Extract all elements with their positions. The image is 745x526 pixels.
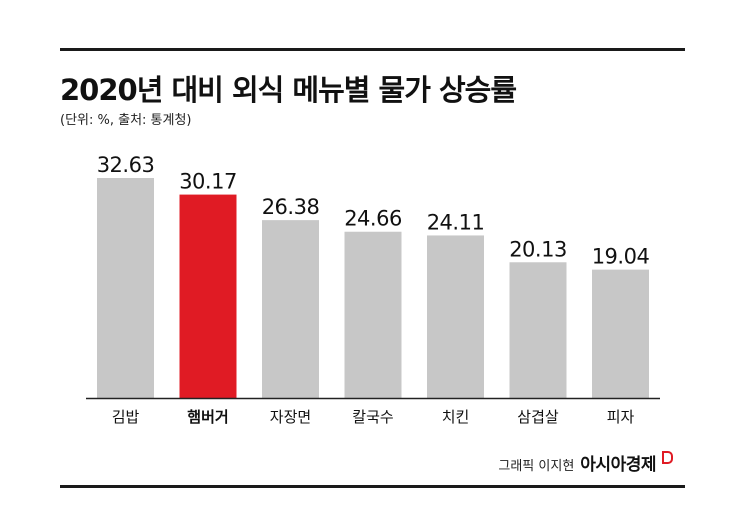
- category-label-1: 햄버거: [187, 408, 228, 426]
- bar-5: [509, 262, 567, 398]
- chart-subtitle: (단위: %, 출처: 통계청): [60, 113, 192, 128]
- value-label-3: 24.66: [344, 207, 402, 231]
- bar-2: [262, 220, 319, 398]
- value-label-4: 24.11: [427, 210, 485, 234]
- bar-chart: 32.63 김밥 30.17 햄버거 26.38 자장면 24.66 칼국수 24.11 치킨 20…: [86, 153, 660, 426]
- value-label-6: 19.04: [592, 245, 650, 269]
- graphic-credit: 그래픽 이지현: [498, 459, 575, 474]
- value-label-1: 30.17: [179, 170, 237, 194]
- bar-3: [344, 231, 402, 398]
- category-label-6: 피자: [607, 408, 635, 426]
- bar-4: [427, 235, 484, 398]
- credit: 그래픽 이지현 아시아경제: [498, 450, 673, 475]
- category-label-0: 김밥: [112, 408, 140, 426]
- value-label-5: 20.13: [509, 237, 567, 261]
- logo-mark-icon: [662, 451, 673, 464]
- value-label-2: 26.38: [262, 195, 320, 219]
- category-label-3: 칼국수: [352, 408, 393, 426]
- bar-0: [97, 178, 154, 398]
- category-label-4: 치킨: [442, 408, 470, 426]
- value-label-0: 32.63: [97, 153, 155, 177]
- chart-frame: 2020년 대비 외식 메뉴별 물가 상승률 (단위: %, 출처: 통계청) …: [60, 48, 685, 488]
- publisher-logo: 아시아경제: [580, 455, 656, 475]
- bar-1: [179, 194, 237, 398]
- category-label-5: 삼겹살: [517, 408, 559, 426]
- bar-6: [592, 269, 649, 398]
- category-label-2: 자장면: [270, 408, 311, 426]
- chart-title: 2020년 대비 외식 메뉴별 물가 상승률: [60, 73, 517, 107]
